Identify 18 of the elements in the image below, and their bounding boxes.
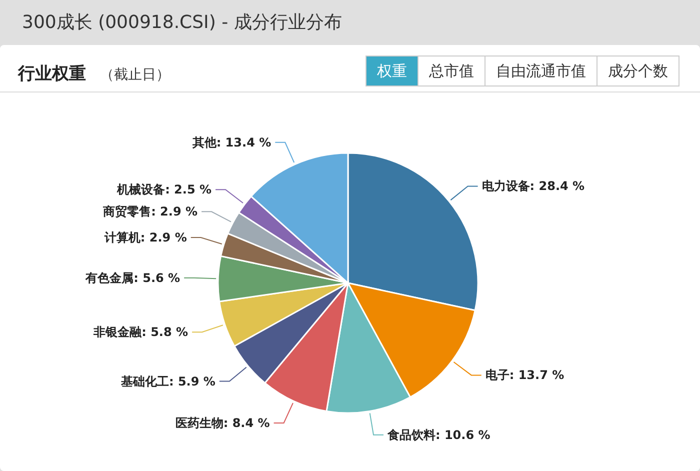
- slice-label: 计算机: 2.9 %: [103, 230, 187, 245]
- chart-subtitle: 行业权重: [17, 64, 86, 84]
- slice-label: 机械设备: 2.5 %: [116, 182, 212, 197]
- slice-label: 电子: 13.7 %: [485, 368, 564, 382]
- slice-label: 电力设备: 28.4 %: [482, 179, 585, 194]
- slice-label: 商贸零售: 2.9 %: [102, 204, 198, 219]
- tab-button: 自由流通市值: [484, 56, 598, 86]
- chart-title: 300成长 (000918.CSI) - 成分行业分布: [22, 12, 342, 33]
- slice-label: 医药生物: 8.4 %: [175, 416, 270, 430]
- slice-label: 非银金融: 5.8 %: [92, 325, 188, 340]
- slice-label: 食品饮料: 10.6 %: [386, 428, 490, 442]
- tab-button: 权重: [366, 56, 418, 86]
- tab-button: 成分个数: [596, 56, 680, 86]
- tab-button: 总市值: [418, 56, 486, 86]
- slice-label: 基础化工: 5.9 %: [120, 374, 216, 388]
- slice-label: 其他: 13.4 %: [191, 135, 272, 150]
- text: （截止日）: [100, 67, 170, 83]
- slice-label: 有色金属: 5.6 %: [84, 270, 180, 285]
